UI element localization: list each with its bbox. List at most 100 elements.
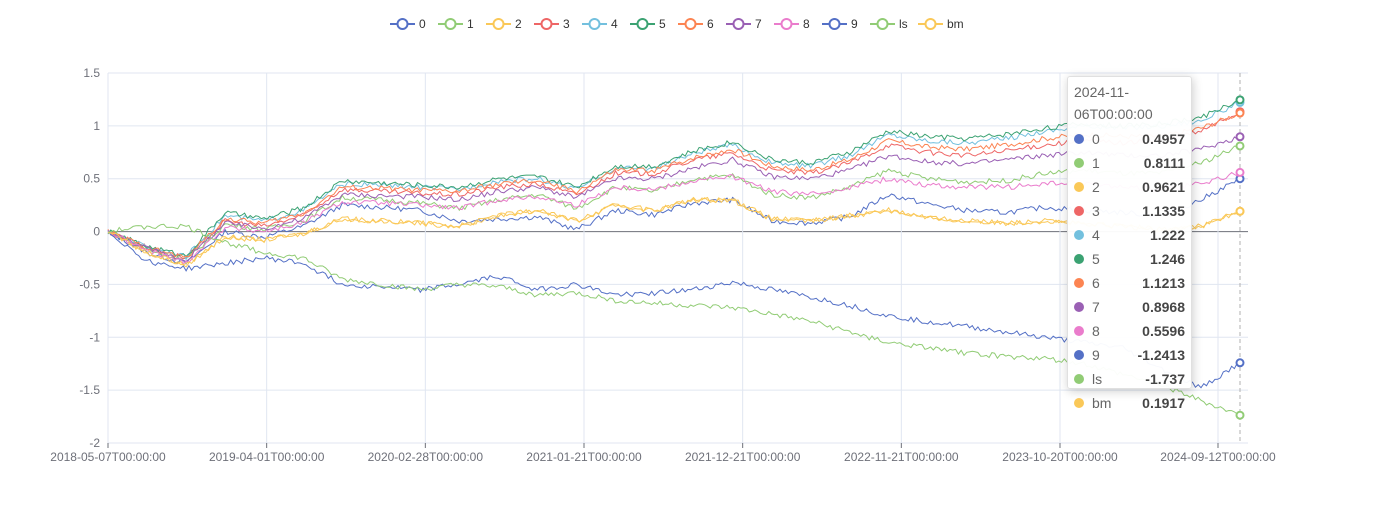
legend-label-1: 1 (467, 17, 474, 31)
tooltip-series-value: 0.8111 (1143, 155, 1185, 171)
x-tick-label: 2021-01-21T00:00:00 (526, 450, 642, 464)
tooltip-series-value: 0.4957 (1142, 131, 1185, 147)
legend-icon-9 (828, 18, 841, 30)
tooltip-row: 0 0.4957 (1074, 127, 1185, 151)
legend-label-7: 7 (755, 17, 762, 31)
tooltip-series-value: 1.246 (1149, 251, 1185, 267)
tooltip-row: 9 -1.2413 (1074, 343, 1185, 367)
series-marker-1 (1235, 141, 1245, 151)
tooltip-row: bm 0.1917 (1074, 391, 1185, 415)
series-marker-8 (1235, 167, 1245, 177)
legend-label-9: 9 (851, 17, 858, 31)
tooltip-series-value: 1.222 (1149, 227, 1185, 243)
tooltip-row: 7 0.8968 (1074, 295, 1185, 319)
tooltip-series-name: 0 (1092, 131, 1100, 147)
tooltip-series-value: 0.1917 (1142, 395, 1185, 411)
series-line-9 (107, 231, 1241, 389)
x-tick-label: 2018-05-07T00:00:00 (50, 450, 166, 464)
series-line-ls (107, 223, 1241, 416)
series-line-5 (107, 99, 1241, 257)
tooltip-title: 2024-11-06T00:00:00 (1074, 84, 1153, 122)
tooltip-series-name: 2 (1092, 179, 1100, 195)
tooltip-dot-icon (1074, 398, 1084, 408)
legend-label-8: 8 (803, 17, 810, 31)
tooltip-series-value: 0.8968 (1142, 299, 1185, 315)
tooltip-series-name: 9 (1092, 347, 1100, 363)
x-tick-label: 2023-10-20T00:00:00 (1002, 450, 1118, 464)
tooltip-row: ls -1.737 (1074, 367, 1185, 391)
y-tick-label: 1 (93, 119, 100, 133)
x-tick-label: 2022-11-21T00:00:00 (844, 450, 959, 464)
tooltip-series-value: 0.9621 (1142, 179, 1185, 195)
tooltip-row: 3 1.1335 (1074, 199, 1185, 223)
legend-icon-4 (588, 18, 601, 30)
tooltip-series-name: 5 (1092, 251, 1100, 267)
tooltip-dot-icon (1074, 326, 1084, 336)
y-tick-label: -1.5 (79, 383, 100, 397)
legend-icon-8 (780, 18, 793, 30)
y-tick-label: -2 (89, 436, 100, 450)
tooltip-row: 6 1.1213 (1074, 271, 1185, 295)
legend-label-ls: ls (899, 17, 908, 31)
tooltip-series-name: 4 (1092, 227, 1100, 243)
legend-icon-3 (540, 18, 553, 30)
tooltip-series-value: 1.1213 (1142, 275, 1185, 291)
y-tick-label: -1 (89, 330, 100, 344)
tooltip-series-name: ls (1092, 371, 1103, 387)
tooltip-row: 4 1.222 (1074, 223, 1185, 247)
series-line-6 (107, 112, 1241, 258)
tooltip-series-value: -1.737 (1145, 371, 1185, 387)
tooltip-row: 2 0.9621 (1074, 175, 1185, 199)
tooltip-dot-icon (1074, 302, 1084, 312)
tooltip-series-name: 7 (1092, 299, 1100, 315)
legend-label-3: 3 (563, 17, 570, 31)
tooltip-dot-icon (1074, 350, 1084, 360)
tooltip-series-name: 3 (1092, 203, 1100, 219)
tooltip-rows: 0 0.4957 1 0.8111 2 0.9621 3 1.1335 4 1.222 5 1.246… (1074, 127, 1185, 415)
tooltip-dot-icon (1074, 254, 1084, 264)
legend-icon-bm (924, 18, 937, 30)
tooltip-series-name: bm (1092, 395, 1112, 411)
legend-icon-6 (684, 18, 697, 30)
legend-label-2: 2 (515, 17, 522, 31)
tooltip-dot-icon (1074, 182, 1084, 192)
tooltip-series-name: 6 (1092, 275, 1100, 291)
series-line-0 (107, 177, 1241, 265)
series-marker-bm (1235, 206, 1245, 216)
tooltip-series-value: 1.1335 (1142, 203, 1185, 219)
legend-label-0: 0 (419, 17, 426, 31)
chart-tooltip: 2024-11-06T00:00:00 0 0.4957 1 0.8111 2 0.962… (1067, 76, 1192, 411)
tooltip-dot-icon (1074, 158, 1084, 168)
tooltip-row: 5 1.246 (1074, 247, 1185, 271)
series-marker-7 (1235, 132, 1245, 142)
legend-icon-ls (876, 18, 889, 30)
legend-icon-5 (636, 18, 649, 30)
tooltip-series-name: 8 (1092, 323, 1100, 339)
tooltip-row: 8 0.5596 (1074, 319, 1185, 343)
legend-label-5: 5 (659, 17, 666, 31)
series-marker-5 (1235, 95, 1245, 105)
series-line-8 (107, 171, 1241, 265)
tooltip-dot-icon (1074, 206, 1084, 216)
y-tick-label: 0.5 (83, 172, 100, 186)
legend-icon-1 (444, 18, 457, 30)
series-line-bm (107, 196, 1241, 266)
series-marker-9 (1235, 358, 1245, 368)
legend-label-bm: bm (947, 17, 964, 31)
y-tick-label: 1.5 (83, 66, 100, 80)
tooltip-dot-icon (1074, 374, 1084, 384)
y-tick-label: -0.5 (79, 277, 100, 291)
x-tick-label: 2020-02-28T00:00:00 (368, 450, 484, 464)
tooltip-series-value: 0.5596 (1142, 323, 1185, 339)
series-marker-6 (1235, 108, 1245, 118)
x-tick-label: 2019-04-01T00:00:00 (209, 450, 325, 464)
y-tick-label: 0 (93, 225, 100, 239)
legend-label-4: 4 (611, 17, 618, 31)
tooltip-series-value: -1.2413 (1137, 347, 1185, 363)
series-line-3 (107, 111, 1241, 260)
legend-icon-0 (396, 18, 409, 30)
tooltip-dot-icon (1074, 278, 1084, 288)
tooltip-row: 1 0.8111 (1074, 151, 1185, 175)
